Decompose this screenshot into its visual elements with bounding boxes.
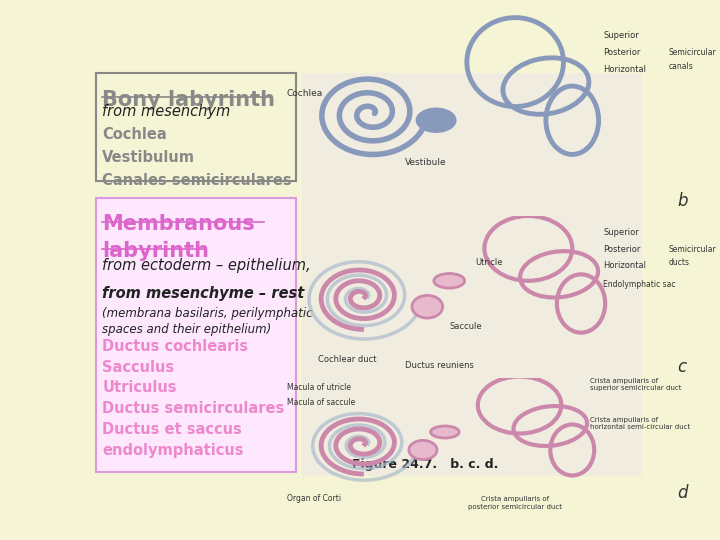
Text: Organ of Corti: Organ of Corti	[287, 494, 341, 503]
Text: Endolymphatic sac: Endolymphatic sac	[603, 280, 675, 289]
Text: Horizontal: Horizontal	[603, 261, 646, 270]
Text: Semicircular: Semicircular	[669, 245, 716, 254]
Text: Canales semicirculares: Canales semicirculares	[102, 173, 292, 188]
Text: from mesenchym: from mesenchym	[102, 104, 230, 119]
Text: from mesenchyme – rest: from mesenchyme – rest	[102, 286, 305, 301]
Ellipse shape	[416, 108, 456, 132]
Text: Figure 24.7.   b. c. d.: Figure 24.7. b. c. d.	[351, 458, 498, 471]
Text: Macula of saccule: Macula of saccule	[287, 398, 355, 407]
Text: labyrinth: labyrinth	[102, 241, 210, 261]
FancyBboxPatch shape	[302, 73, 642, 476]
Text: Vestibulum: Vestibulum	[102, 150, 195, 165]
Text: Saccule: Saccule	[449, 322, 482, 332]
Circle shape	[412, 295, 443, 318]
Text: d: d	[678, 484, 688, 502]
FancyBboxPatch shape	[96, 73, 297, 181]
Text: Ductus reuniens: Ductus reuniens	[405, 361, 474, 370]
Ellipse shape	[434, 273, 464, 288]
Text: Membranous: Membranous	[102, 214, 255, 234]
FancyBboxPatch shape	[96, 198, 297, 472]
Text: Bony labyrinth: Bony labyrinth	[102, 90, 275, 110]
Text: Cochlear duct: Cochlear duct	[318, 355, 376, 364]
Text: b: b	[678, 192, 688, 210]
Text: Ductus cochlearis: Ductus cochlearis	[102, 339, 248, 354]
Text: spaces and their epithelium): spaces and their epithelium)	[102, 323, 271, 336]
Text: Utriculus: Utriculus	[102, 380, 177, 395]
Text: Sacculus: Sacculus	[102, 360, 174, 375]
Text: ducts: ducts	[669, 258, 690, 267]
Text: Crista ampullaris of
horizontal semi-circular duct: Crista ampullaris of horizontal semi-cir…	[590, 417, 690, 430]
Ellipse shape	[431, 426, 459, 438]
Text: (membrana basilaris, perilymphatic: (membrana basilaris, perilymphatic	[102, 307, 313, 320]
Text: Crista ampullaris of
superior semicircular duct: Crista ampullaris of superior semicircul…	[590, 378, 681, 391]
Text: Ductus semicirculares: Ductus semicirculares	[102, 401, 284, 416]
Text: Posterior: Posterior	[603, 48, 640, 57]
Text: Semicircular: Semicircular	[669, 48, 716, 57]
Circle shape	[409, 441, 437, 460]
Text: Superior: Superior	[603, 228, 639, 238]
Text: endolymphaticus: endolymphaticus	[102, 443, 244, 458]
Text: Superior: Superior	[603, 31, 639, 40]
Text: Utricle: Utricle	[476, 258, 503, 267]
Text: from ectoderm – epithelium,: from ectoderm – epithelium,	[102, 258, 311, 273]
Text: Posterior: Posterior	[603, 245, 640, 254]
Text: Crista ampullaris of
posterior semicircular duct: Crista ampullaris of posterior semicircu…	[468, 496, 562, 510]
Text: Horizontal: Horizontal	[603, 65, 646, 75]
Text: canals: canals	[669, 62, 693, 71]
Text: c: c	[678, 357, 687, 375]
Text: Macula of utricle: Macula of utricle	[287, 383, 351, 392]
Text: Vestibule: Vestibule	[405, 158, 447, 167]
Text: Ductus et saccus: Ductus et saccus	[102, 422, 242, 437]
Text: Cochlea: Cochlea	[102, 127, 167, 142]
Text: Cochlea: Cochlea	[287, 89, 323, 98]
